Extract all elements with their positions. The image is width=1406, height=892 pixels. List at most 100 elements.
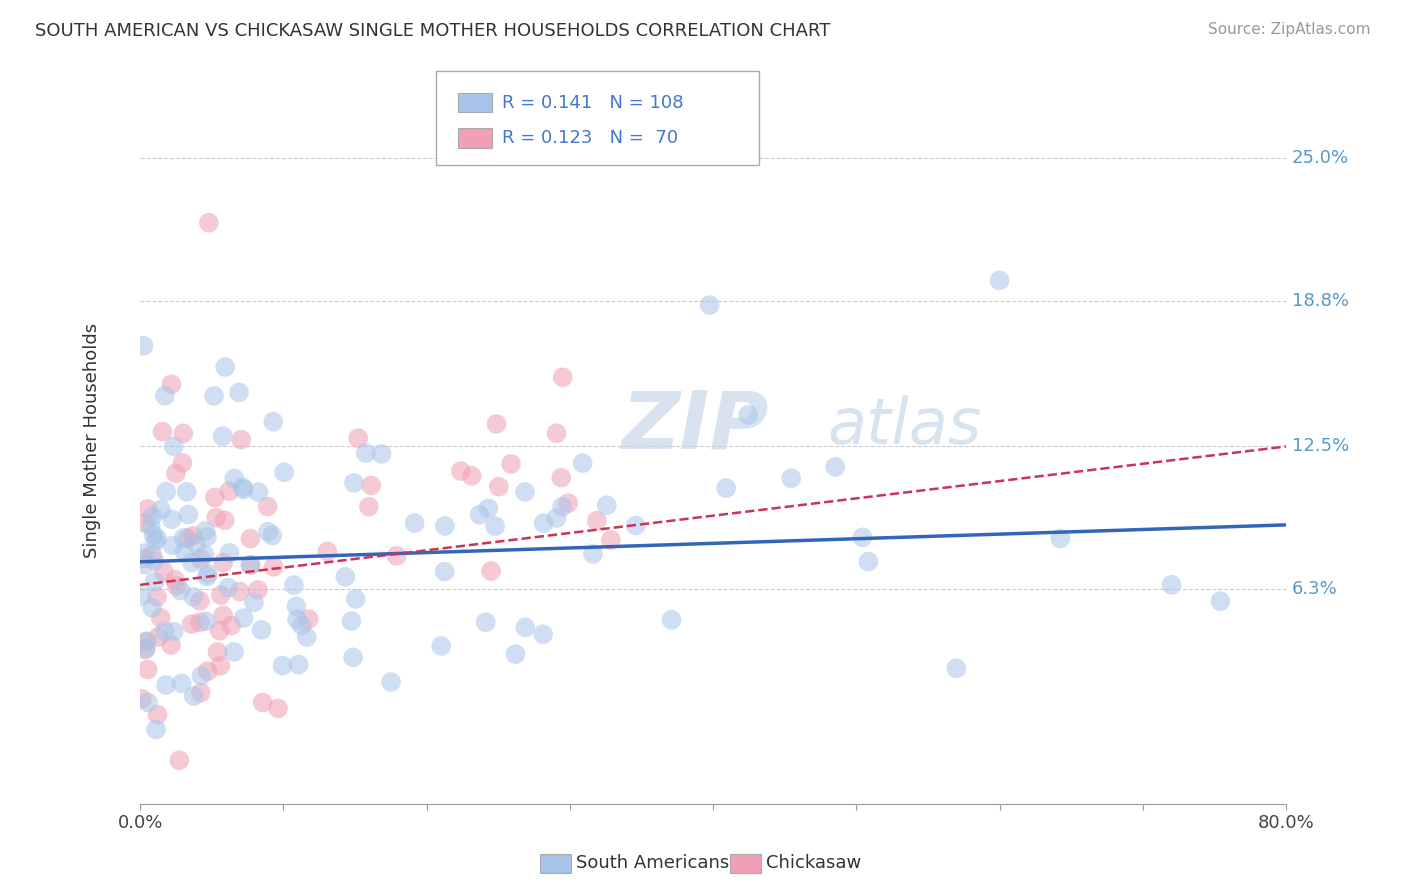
Point [232,480,254,494]
Point [354,446,377,460]
Point [160,512,183,526]
Point [360,478,382,492]
Point [988,273,1011,287]
Point [169,753,191,767]
Point [233,864,256,879]
Point [208,624,231,638]
Point [169,583,191,598]
Point [190,668,212,682]
Point [145,723,167,737]
Point [218,546,240,560]
Point [699,298,721,312]
Point [212,608,235,623]
Point [232,483,254,497]
Point [262,415,284,429]
Point [141,600,163,615]
Point [273,465,295,479]
Point [370,447,392,461]
Point [166,579,188,593]
Point [477,501,499,516]
Point [335,570,357,584]
Point [488,480,510,494]
Point [430,639,453,653]
Point [228,385,250,400]
Point [468,508,491,522]
Point [160,377,183,392]
Text: atlas: atlas [828,395,981,458]
Point [551,370,574,384]
Point [136,502,159,516]
Text: South Americans: South Americans [576,855,730,872]
Point [596,498,619,512]
Point [198,216,221,230]
Point [285,612,308,626]
Point [239,532,262,546]
Point [134,634,156,648]
Point [148,630,170,644]
Point [599,533,621,547]
Point [152,425,174,439]
Point [190,686,212,700]
Point [262,528,284,542]
Point [945,661,967,675]
Point [162,538,184,552]
Point [737,408,759,422]
Point [267,701,290,715]
Point [340,614,363,628]
Point [212,556,235,570]
Point [146,707,169,722]
Point [515,620,537,634]
Point [209,658,232,673]
Point [202,389,225,403]
Point [136,634,159,648]
Point [214,513,236,527]
Point [141,509,163,524]
Point [172,456,194,470]
Text: 25.0%: 25.0% [1292,149,1348,167]
Point [134,551,156,566]
Point [474,615,496,630]
Point [181,529,204,543]
Text: Source: ZipAtlas.com: Source: ZipAtlas.com [1208,22,1371,37]
Point [1160,578,1182,592]
Point [714,481,737,495]
Point [252,696,274,710]
Point [173,531,195,545]
Point [256,500,278,514]
Point [197,664,219,678]
Point [163,573,186,587]
Point [214,360,236,375]
Point [195,569,218,583]
Point [263,559,285,574]
Point [146,532,169,546]
Point [190,552,212,566]
Point [1049,532,1071,546]
Point [217,581,239,595]
Point [546,511,568,525]
Point [285,599,308,614]
Point [173,544,195,558]
Point [404,516,426,530]
Point [1209,594,1232,608]
Point [858,555,880,569]
Point [194,524,217,538]
Point [239,558,262,572]
Point [484,519,506,533]
Point [163,624,186,639]
Point [142,528,165,542]
Point [243,595,266,609]
Point [155,678,177,692]
Point [143,574,166,589]
Point [271,658,294,673]
Point [550,471,572,485]
Point [385,549,408,563]
Point [246,582,269,597]
Point [149,611,172,625]
Point [546,426,568,441]
Text: SOUTH AMERICAN VS CHICKASAW SINGLE MOTHER HOUSEHOLDS CORRELATION CHART: SOUTH AMERICAN VS CHICKASAW SINGLE MOTHE… [35,22,831,40]
Point [571,456,593,470]
Point [193,548,215,562]
Point [177,531,200,545]
Point [533,516,555,530]
Text: 12.5%: 12.5% [1292,437,1350,456]
